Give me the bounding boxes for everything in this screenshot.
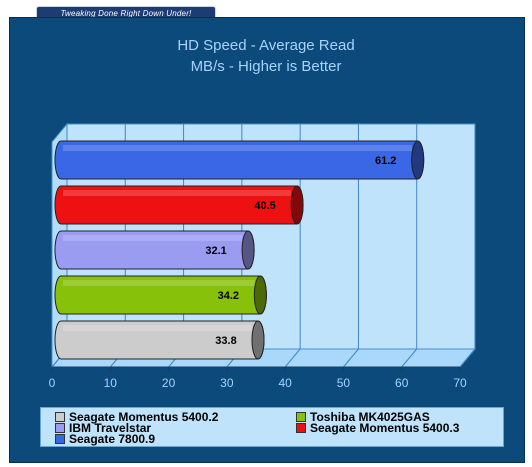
chart-title: HD Speed - Average Read [177, 37, 355, 54]
bar-highlight-0 [63, 145, 412, 151]
bar-1: 40.5 [54, 185, 304, 225]
bar-highlight-1 [63, 190, 292, 196]
x-tick-label-50: 50 [337, 376, 351, 390]
bar-value-label-3: 34.2 [218, 290, 239, 302]
x-tick-label-20: 20 [162, 376, 176, 390]
x-tick-label-70: 70 [453, 376, 467, 390]
bar-3: 34.2 [54, 275, 267, 315]
bar-0: 61.2 [54, 140, 425, 180]
x-tick-label-60: 60 [395, 376, 409, 390]
bar-cap-1 [290, 185, 304, 225]
x-tick-label-0: 0 [49, 376, 56, 390]
gridline-floor-60 [401, 348, 418, 368]
chart-subtitle: MB/s - Higher is Better [190, 58, 342, 75]
bar-highlight-4 [63, 325, 253, 331]
legend-swatch [55, 412, 65, 422]
bar-value-label-2: 32.1 [205, 245, 226, 257]
gridline-floor-70 [459, 348, 476, 368]
gridline-floor-40 [284, 348, 301, 368]
bar-highlight-2 [63, 235, 243, 241]
bar-cap-2 [241, 230, 255, 270]
gridline-floor-50 [343, 348, 359, 368]
legend-item: Seagate Momentus 5400.2 [55, 410, 218, 424]
legend-label: Toshiba MK4025GAS [310, 410, 430, 424]
x-tick-label-30: 30 [220, 376, 234, 390]
legend-item: Seagate Momentus 5400.3 [296, 421, 459, 435]
chart-legend: Seagate Momentus 5400.2 Toshiba MK4025GAS… [40, 407, 504, 447]
legend-swatch [55, 434, 65, 444]
bar-value-label-4: 33.8 [215, 335, 236, 347]
legend-item: Seagate 7800.9 [55, 432, 155, 446]
legend-swatch [296, 412, 306, 422]
x-tick-label-40: 40 [278, 376, 292, 390]
legend-label: Seagate 7800.9 [69, 432, 156, 446]
bar-4: 33.8 [54, 320, 265, 360]
bar-cap-3 [253, 275, 267, 315]
bar-cap-4 [251, 320, 265, 360]
legend-label: IBM Travelstar [69, 421, 152, 435]
legend-item: Toshiba MK4025GAS [296, 410, 430, 424]
legend-label: Seagate Momentus 5400.2 [69, 410, 219, 424]
bar-cap-0 [411, 140, 425, 180]
bar-value-label-1: 40.5 [254, 200, 275, 212]
bar-2: 32.1 [54, 230, 255, 270]
x-tick-label-10: 10 [104, 376, 118, 390]
legend-swatch [55, 423, 65, 433]
bar-value-label-0: 61.2 [375, 155, 396, 167]
legend-item: IBM Travelstar [55, 421, 151, 435]
bar-highlight-3 [63, 280, 255, 286]
legend-swatch [296, 423, 306, 433]
legend-label: Seagate Momentus 5400.3 [310, 421, 460, 435]
